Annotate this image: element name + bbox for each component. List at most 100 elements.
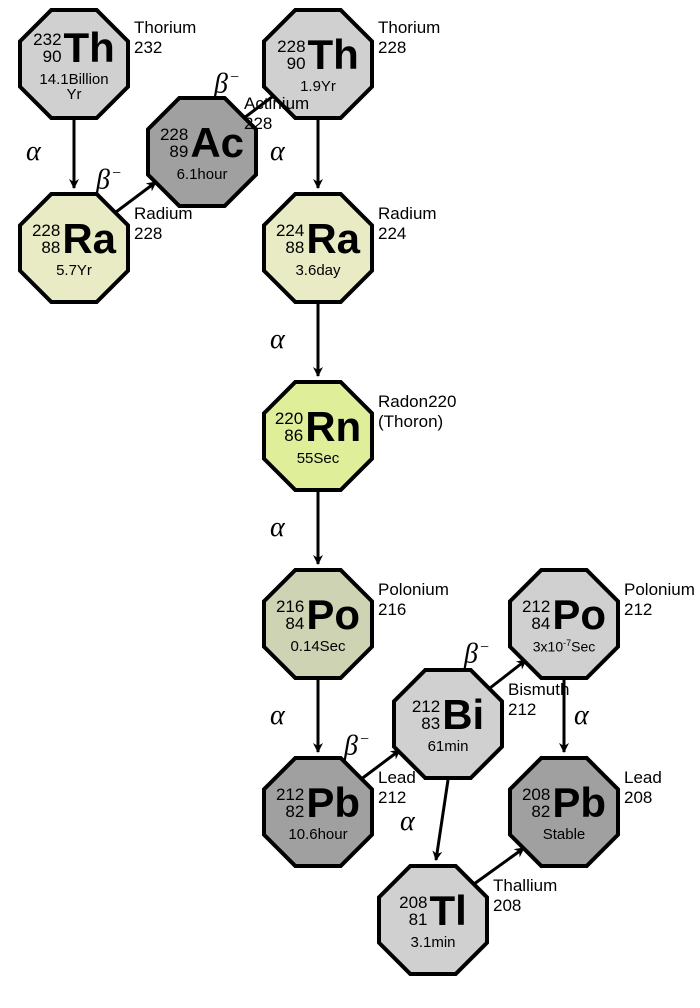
element-name: Actinium	[244, 94, 309, 114]
mass-number: 232	[33, 31, 61, 48]
nuclide-po216: 21684Po 0.14Sec	[262, 568, 374, 680]
isotope-number: 212	[508, 700, 569, 720]
half-life: 10.6hour	[288, 827, 347, 842]
isotope-number: 208	[624, 788, 662, 808]
nuclide-bi212: 21283Bi61min	[392, 668, 504, 780]
atomic-number: 90	[287, 55, 306, 72]
half-life: 6.1hour	[177, 167, 228, 182]
mass-number: 228	[160, 126, 188, 143]
decay-type-label: α	[400, 808, 415, 836]
nuclide-ra228: 22888Ra 5.7Yr	[18, 192, 130, 304]
decay-type-label: β−	[464, 640, 489, 668]
element-symbol: Ra	[62, 218, 116, 260]
atomic-number: 84	[531, 615, 550, 632]
isotope-number: 212	[624, 600, 695, 620]
isotope-number: 228	[134, 224, 193, 244]
mass-number: 220	[275, 410, 303, 427]
mass-number: 228	[277, 38, 305, 55]
nuclide-po212: 21284Po3x10-7Sec	[508, 568, 620, 680]
mass-number: 212	[412, 698, 440, 715]
mass-number: 208	[522, 786, 550, 803]
decay-type-label: α	[574, 702, 589, 730]
nuclide-label-ra228: Radium228	[134, 204, 193, 245]
mass-number: 228	[32, 222, 60, 239]
half-life: Stable	[543, 827, 586, 842]
isotope-number: 208	[493, 896, 557, 916]
element-name: Polonium	[378, 580, 449, 600]
atomic-number: 88	[41, 239, 60, 256]
nuclide-rn220: 22086Rn55Sec	[262, 380, 374, 492]
element-name: Thallium	[493, 876, 557, 896]
atomic-number: 82	[285, 803, 304, 820]
element-name: Radium	[378, 204, 437, 224]
nuclide-label-po216: Polonium216	[378, 580, 449, 621]
half-life: 3.1min	[410, 935, 455, 950]
decay-arrow	[436, 780, 448, 860]
atomic-number: 84	[285, 615, 304, 632]
element-symbol: Po	[552, 594, 606, 636]
element-name: Bismuth	[508, 680, 569, 700]
decay-type-label: α	[26, 138, 41, 166]
atomic-number: 90	[43, 48, 62, 65]
mass-number: 212	[522, 598, 550, 615]
half-life: 14.1Billion	[39, 72, 108, 87]
element-symbol: Ra	[306, 218, 360, 260]
decay-type-label: α	[270, 326, 285, 354]
isotope-number: 216	[378, 600, 449, 620]
element-name: Lead	[624, 768, 662, 788]
decay-type-label: α	[270, 702, 285, 730]
nuclide-label-rn220: Radon220(Thoron)	[378, 392, 456, 433]
atomic-number: 88	[285, 239, 304, 256]
nuclide-label-th228: Thorium228	[378, 18, 440, 59]
isotope-number: 228	[244, 114, 309, 134]
nuclide-label-po212: Polonium212	[624, 580, 695, 621]
isotope-number: (Thoron)	[378, 412, 456, 432]
element-name: Thorium	[134, 18, 196, 38]
nuclide-label-ra224: Radium224	[378, 204, 437, 245]
element-name: Thorium	[378, 18, 440, 38]
nuclide-ra224: 22488Ra3.6day	[262, 192, 374, 304]
element-symbol: Pb	[306, 782, 360, 824]
decay-type-label: β−	[214, 70, 239, 98]
nuclide-label-ac228: Actinium228	[244, 94, 309, 135]
nuclide-label-pb212: Lead212	[378, 768, 416, 809]
mass-number: 212	[276, 786, 304, 803]
half-life-unit: Yr	[67, 87, 82, 102]
half-life: 61min	[428, 739, 469, 754]
mass-number: 216	[276, 598, 304, 615]
element-symbol: Ac	[190, 122, 244, 164]
nuclide-tl208: 20881Tl3.1min	[377, 864, 489, 976]
atomic-number: 86	[284, 427, 303, 444]
nuclide-ac228: 22889Ac 6.1hour	[146, 96, 258, 208]
element-name: Polonium	[624, 580, 695, 600]
atomic-number: 82	[531, 803, 550, 820]
nuclide-label-pb208: Lead208	[624, 768, 662, 809]
nuclide-pb212: 21282Pb 10.6hour	[262, 756, 374, 868]
decay-type-label: β−	[344, 732, 369, 760]
mass-number: 208	[399, 894, 427, 911]
decay-type-label: α	[270, 514, 285, 542]
nuclide-label-tl208: Thallium208	[493, 876, 557, 917]
atomic-number: 81	[409, 911, 428, 928]
element-symbol: Rn	[305, 406, 361, 448]
element-name: Radon220	[378, 392, 456, 412]
atomic-number: 83	[421, 715, 440, 732]
isotope-number: 224	[378, 224, 437, 244]
element-symbol: Pb	[552, 782, 606, 824]
nuclide-pb208: 20882Pb Stable	[508, 756, 620, 868]
element-symbol: Po	[306, 594, 360, 636]
element-symbol: Th	[308, 34, 359, 76]
nuclide-label-th232: Thorium232	[134, 18, 196, 59]
isotope-number: 228	[378, 38, 440, 58]
nuclide-th232: 23290Th 14.1BillionYr	[18, 8, 130, 120]
decay-type-label: α	[270, 138, 285, 166]
decay-type-label: β−	[96, 166, 121, 194]
atomic-number: 89	[169, 143, 188, 160]
element-name: Lead	[378, 768, 416, 788]
nuclide-label-bi212: Bismuth212	[508, 680, 569, 721]
element-symbol: Th	[64, 27, 115, 69]
half-life: 1.9Yr	[300, 79, 336, 94]
half-life: 0.14Sec	[290, 639, 345, 654]
half-life: 5.7Yr	[56, 263, 92, 278]
mass-number: 224	[276, 222, 304, 239]
